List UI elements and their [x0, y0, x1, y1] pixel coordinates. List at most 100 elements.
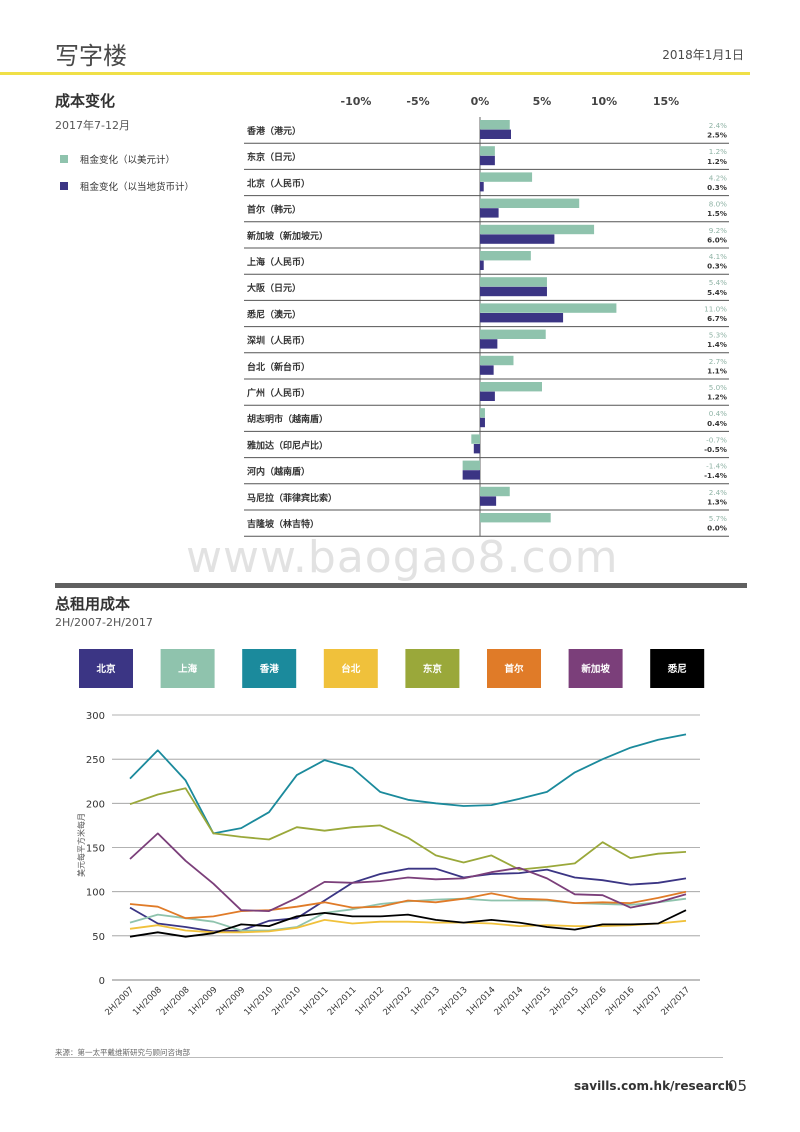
category-label: 悉尼（澳元） [246, 308, 301, 320]
category-label: 深圳（人民币） [247, 335, 310, 347]
data-label-local: 1.5% [707, 209, 727, 218]
legend-label: 新加坡 [581, 663, 610, 675]
bar-local [480, 391, 495, 401]
data-label-usd: 5.0% [709, 383, 727, 392]
legend-box [160, 649, 215, 688]
total-cost-line-chart: 北京 上海 香港 台北 东京 首尔 新加坡 悉尼 0 50 100 150 200 250 300 美元每平方… [76, 649, 705, 1018]
bar-local [480, 182, 484, 192]
x-tick-label: 2H/2010 [270, 985, 303, 1018]
cost-section-subtitle: 2017年7-12月 [55, 119, 130, 132]
page-title: 写字楼 [55, 42, 127, 70]
legend-label-usd: 租金变化（以美元计） [80, 155, 176, 166]
data-label-usd: 9.2% [709, 226, 727, 235]
y-tick-label: 250 [86, 755, 105, 766]
bar-usd [480, 224, 595, 235]
category-label: 广州（人民币） [247, 387, 310, 399]
x-tick-label: 2H/2008 [159, 985, 192, 1018]
bar-usd [480, 172, 533, 182]
legend-label: 台北 [341, 663, 361, 675]
x-tick-label: 2H/2011 [326, 985, 359, 1018]
legend-label: 东京 [423, 663, 443, 675]
data-label-usd: 2.7% [709, 357, 727, 366]
data-label-local: 5.4% [707, 288, 727, 297]
x-tick-label: 2H/2007 [103, 985, 136, 1018]
y-axis-label: 美元每平方米每月 [76, 813, 86, 877]
series-line-首尔 [129, 890, 687, 920]
source-note: 来源：第一太平戴维斯研究与顾问咨询部 [55, 1048, 190, 1057]
data-label-usd: 11.0% [704, 304, 727, 313]
y-tick-label: 0 [99, 976, 105, 987]
bar-usd [480, 120, 510, 130]
data-label-usd: 5.3% [709, 331, 727, 340]
legend-swatch-local [60, 182, 68, 190]
x-tick-label: 1H/2008 [131, 985, 164, 1018]
data-label-local: 0.0% [707, 524, 727, 533]
category-label: 台北（新台币） [247, 361, 310, 373]
bar-usd [480, 198, 580, 208]
data-label-local: 1.2% [707, 393, 727, 402]
data-label-local: 0.4% [707, 419, 727, 428]
series-line-悉尼 [129, 909, 687, 938]
bar-local [480, 496, 497, 506]
x-tick-label: 1H/2015 [520, 985, 553, 1018]
data-label-local: 1.2% [707, 157, 727, 166]
bar-usd [480, 251, 531, 261]
bar-usd [480, 382, 542, 392]
series-line-东京 [129, 787, 687, 871]
category-label: 东京（日元） [247, 151, 301, 163]
data-label-usd: 5.4% [709, 278, 727, 287]
x-tick-label: 1H/2009 [187, 985, 220, 1018]
bar-local [480, 313, 564, 323]
x-tick-label: -10% [341, 95, 372, 108]
legend-item-usd: 租金变化（以美元计） [60, 152, 175, 166]
bar-usd [480, 486, 510, 497]
bar-usd [480, 303, 617, 313]
bar-usd [480, 146, 495, 156]
total-section-subtitle: 2H/2007-2H/2017 [55, 616, 153, 629]
bar-local [473, 444, 480, 454]
data-label-usd: -0.7% [706, 435, 727, 444]
category-label: 吉隆坡（林吉特） [247, 518, 319, 530]
category-label: 香港（港元） [246, 125, 301, 137]
data-label-usd: 1.2% [709, 147, 727, 156]
y-tick-label: 100 [86, 888, 105, 899]
watermark-text: www.baogao8.com [186, 532, 619, 583]
x-tick-label: 5% [533, 95, 552, 108]
series-line-香港 [129, 733, 687, 835]
legend-label: 悉尼 [667, 663, 687, 675]
data-label-usd: 4.1% [709, 252, 727, 261]
x-tick-label: 15% [653, 95, 679, 108]
data-label-local: -1.4% [704, 471, 727, 480]
bar-local [462, 470, 480, 480]
data-label-local: 1.3% [707, 497, 727, 506]
data-label-usd: 5.7% [709, 514, 727, 523]
data-label-usd: 4.2% [709, 173, 727, 182]
y-tick-label: 300 [86, 711, 105, 722]
bar-usd [480, 277, 547, 287]
x-tick-label: 1H/2010 [242, 985, 275, 1018]
data-label-local: -0.5% [704, 445, 727, 454]
bar-usd [471, 434, 480, 444]
data-label-local: 0.3% [707, 183, 727, 192]
legend-swatch-usd [60, 155, 68, 163]
bar-usd [462, 460, 480, 470]
legend-label: 首尔 [504, 663, 524, 675]
x-tick-label: 1H/2012 [354, 985, 387, 1018]
legend-label: 香港 [259, 663, 280, 675]
bar-usd [480, 408, 485, 418]
total-section-title: 总租用成本 [55, 595, 131, 613]
legend-box [79, 649, 133, 688]
data-label-local: 2.5% [707, 131, 727, 140]
category-label: 北京（人民币） [247, 177, 310, 189]
legend-box [242, 649, 297, 688]
data-label-local: 1.4% [707, 340, 727, 349]
data-label-usd: 2.4% [709, 121, 727, 130]
legend-item-local: 租金变化（以当地货币计） [60, 179, 194, 193]
cost-section-title: 成本变化 [55, 92, 116, 110]
section-rule [55, 583, 747, 588]
y-tick-label: 150 [86, 844, 105, 855]
category-label: 马尼拉（菲律宾比索） [247, 492, 337, 504]
data-label-usd: 0.4% [709, 409, 727, 418]
bar-local [480, 260, 484, 270]
legend-box [323, 649, 378, 688]
